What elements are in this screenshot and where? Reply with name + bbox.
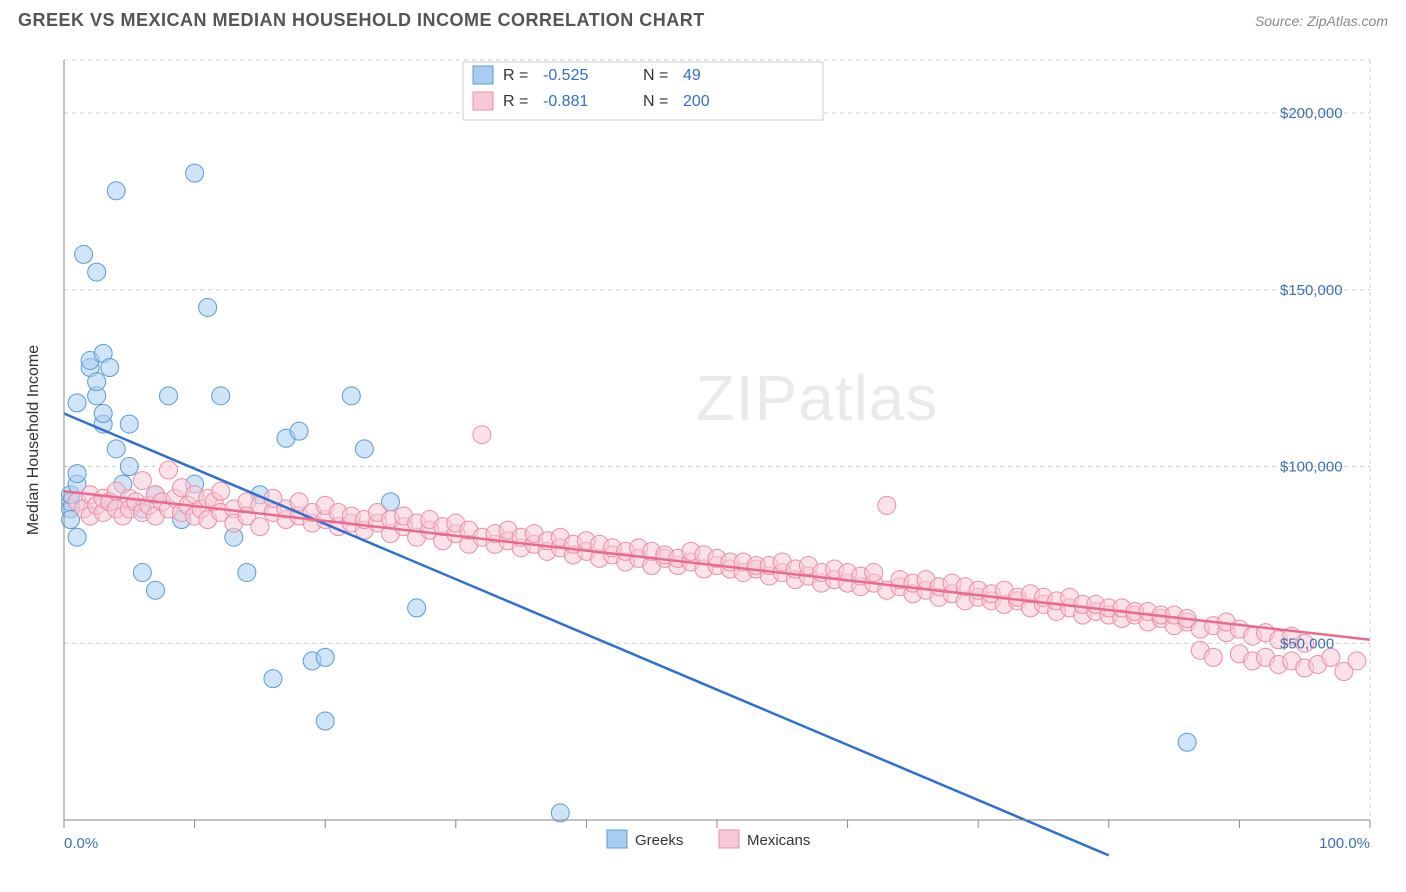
- chart-container: ZIPatlas 0.0% 100.0% $50,000 $100,000 $150,00…: [18, 50, 1388, 872]
- data-point: [212, 482, 230, 500]
- data-point: [159, 387, 177, 405]
- data-point: [133, 564, 151, 582]
- data-point: [264, 670, 282, 688]
- y-tick-label: $100,000: [1280, 459, 1343, 476]
- data-point: [290, 422, 308, 440]
- data-point: [120, 458, 138, 476]
- data-point: [212, 387, 230, 405]
- x-tick-label: 0.0%: [64, 835, 98, 852]
- data-point: [75, 245, 93, 263]
- data-point: [408, 599, 426, 617]
- data-point: [865, 564, 883, 582]
- data-point: [68, 528, 86, 546]
- data-point: [133, 472, 151, 490]
- y-tick-label: $150,000: [1280, 282, 1343, 299]
- data-point: [88, 373, 106, 391]
- chart-source: Source: ZipAtlas.com: [1255, 13, 1388, 29]
- data-point: [186, 164, 204, 182]
- legend-r-label: R =: [503, 67, 528, 84]
- data-point: [238, 564, 256, 582]
- y-tick-label: $200,000: [1280, 105, 1343, 122]
- data-point: [1348, 652, 1366, 670]
- data-point: [342, 387, 360, 405]
- data-point: [68, 394, 86, 412]
- y-tick-label: $50,000: [1280, 635, 1334, 652]
- data-point: [355, 440, 373, 458]
- x-tick-label: 100.0%: [1319, 835, 1370, 852]
- data-point: [199, 298, 217, 316]
- chart-title: GREEK VS MEXICAN MEDIAN HOUSEHOLD INCOME…: [18, 10, 705, 31]
- legend-n-value: 200: [683, 93, 710, 110]
- legend-r-label: R =: [503, 93, 528, 110]
- data-point: [94, 404, 112, 422]
- legend-n-label: N =: [643, 93, 668, 110]
- y-axis-label: Median Household Income: [25, 345, 42, 535]
- legend-r-value: -0.881: [543, 93, 588, 110]
- legend-label: Mexicans: [747, 832, 810, 849]
- data-point: [107, 440, 125, 458]
- legend-n-label: N =: [643, 67, 668, 84]
- data-point: [68, 465, 86, 483]
- trend-line: [64, 491, 1370, 639]
- data-point: [251, 518, 269, 536]
- data-point: [551, 804, 569, 822]
- data-point: [146, 581, 164, 599]
- legend-swatch: [607, 830, 627, 848]
- correlation-scatter-chart: ZIPatlas 0.0% 100.0% $50,000 $100,000 $150,00…: [18, 50, 1388, 872]
- data-point: [473, 426, 491, 444]
- legend-n-value: 49: [683, 67, 701, 84]
- legend-swatch: [473, 92, 493, 110]
- legend-label: Greeks: [635, 832, 683, 849]
- data-point: [107, 182, 125, 200]
- data-point: [120, 415, 138, 433]
- watermark: ZIPatlas: [696, 362, 939, 434]
- chart-header: GREEK VS MEXICAN MEDIAN HOUSEHOLD INCOME…: [0, 0, 1406, 37]
- trend-line: [64, 413, 1109, 855]
- data-point: [1204, 648, 1222, 666]
- data-point: [316, 712, 334, 730]
- data-point: [316, 648, 334, 666]
- data-point: [878, 496, 896, 514]
- data-point: [88, 263, 106, 281]
- legend-swatch: [473, 66, 493, 84]
- series-legend: Greeks Mexicans: [607, 830, 810, 849]
- legend-r-value: -0.525: [543, 67, 588, 84]
- data-point: [101, 359, 119, 377]
- data-point: [1178, 733, 1196, 751]
- legend-swatch: [719, 830, 739, 848]
- data-point: [159, 461, 177, 479]
